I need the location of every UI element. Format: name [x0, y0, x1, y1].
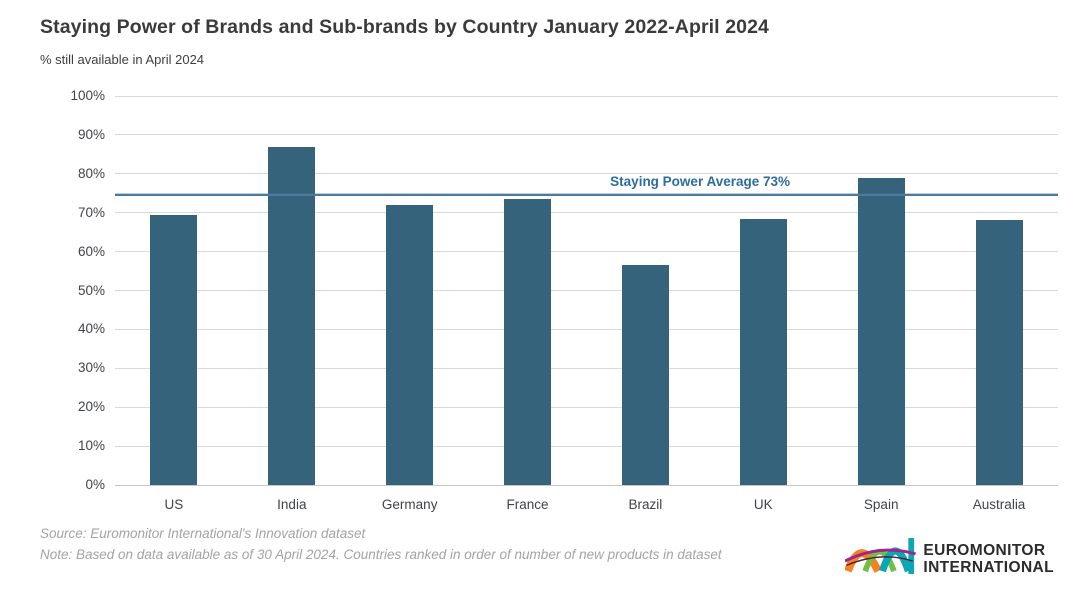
gridline [115, 484, 1058, 486]
y-tick-label: 20% [77, 399, 105, 415]
gridline [115, 406, 1058, 408]
x-tick-label: France [506, 497, 549, 512]
average-line-label: Staying Power Average 73% [610, 174, 790, 190]
bar-india [268, 146, 316, 485]
plot-area: Staying Power Average 73% [115, 95, 1058, 486]
y-tick-label: 100% [70, 88, 105, 103]
logo-arches-icon [844, 531, 917, 586]
footer-source: Source: Euromonitor International's Inno… [40, 526, 366, 541]
y-tick-label: 90% [77, 126, 105, 142]
bar-germany [386, 204, 434, 485]
y-tick-label: 40% [77, 321, 105, 337]
gridline [115, 445, 1058, 447]
x-tick-label: India [277, 497, 307, 512]
footer: Source: Euromonitor International's Inno… [40, 523, 810, 565]
logo-line2: INTERNATIONAL [923, 558, 1054, 576]
chart-subtitle: % still available in April 2024 [40, 52, 205, 67]
y-tick-label: 50% [77, 282, 105, 298]
gridline [115, 212, 1058, 214]
y-tick-label: 30% [77, 360, 105, 376]
y-tick-label: 80% [77, 165, 105, 181]
y-tick-label: 70% [77, 204, 105, 220]
footer-note: Note: Based on data available as of 30 A… [40, 547, 722, 562]
x-tick-label: Germany [381, 497, 438, 512]
bar-us [150, 214, 198, 485]
x-tick-label: UK [753, 497, 773, 512]
logo-text: EUROMONITOR INTERNATIONAL [923, 542, 1054, 576]
gridline [115, 367, 1058, 369]
x-tick-label: Australia [972, 497, 1026, 512]
x-tick-label: Brazil [628, 497, 663, 512]
y-tick-label: 0% [85, 477, 105, 492]
average-line [115, 194, 1058, 197]
bar-uk [739, 218, 787, 485]
gridline [115, 95, 1058, 97]
x-tick-label: Spain [863, 497, 899, 512]
bar-australia [975, 220, 1023, 485]
bar-spain [857, 177, 905, 485]
x-tick-label: US [164, 497, 184, 512]
euromonitor-logo: EUROMONITOR INTERNATIONAL [844, 531, 1054, 586]
chart-title: Staying Power of Brands and Sub-brands b… [40, 16, 769, 38]
gridline [115, 328, 1058, 330]
gridline [115, 290, 1058, 291]
gridline [115, 134, 1058, 136]
y-tick-label: 60% [77, 243, 105, 259]
bar-brazil [621, 265, 669, 485]
bar-france [504, 199, 552, 485]
gridline [115, 251, 1058, 253]
y-tick-label: 10% [77, 438, 105, 454]
logo-line1: EUROMONITOR [923, 541, 1046, 559]
gridline [115, 173, 1058, 175]
